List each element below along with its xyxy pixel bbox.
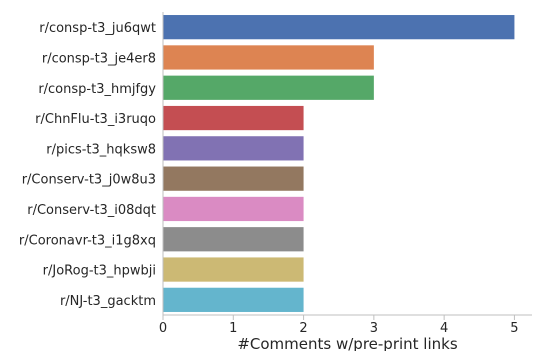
bar [163,75,374,100]
y-tick-label: r/NJ-t3_gacktm [60,294,156,309]
bar [163,287,304,312]
y-tick-labels: r/consp-t3_ju6qwt r/consp-t3_je4er8 r/cons… [19,21,156,309]
x-tick-label: 0 [159,321,167,336]
y-tick-label: r/consp-t3_ju6qwt [39,21,156,36]
bar [163,166,304,191]
x-tick-label: 4 [440,321,448,336]
y-tick-label: r/consp-t3_hmjfgy [38,82,156,97]
bar [163,45,374,70]
x-tick-label: 2 [299,321,307,336]
x-axis-label: #Comments w/pre-print links [237,335,458,351]
y-tick-label: r/ChnFlu-t3_i3ruqo [35,112,156,127]
y-tick-label: r/consp-t3_je4er8 [42,51,156,66]
bar [163,105,304,131]
y-tick-label: r/pics-t3_hqksw8 [46,142,156,157]
bar [163,136,304,161]
bars-group [163,15,515,312]
bar [163,196,304,222]
x-tick-label: 5 [510,321,518,336]
x-tick-label: 3 [370,321,378,336]
bar [163,257,304,282]
y-tick-label: r/Coronavr-t3_i1g8xq [19,233,156,248]
x-ticks: 0 1 2 3 4 5 [159,315,519,336]
y-tick-label: r/Conserv-t3_i08dqt [27,203,156,218]
y-tick-label: r/Conserv-t3_j0w8u3 [22,173,156,188]
y-tick-label: r/JoRog-t3_hpwbji [43,264,156,279]
x-tick-label: 1 [229,321,237,336]
bar [163,15,515,40]
bar [163,227,304,252]
